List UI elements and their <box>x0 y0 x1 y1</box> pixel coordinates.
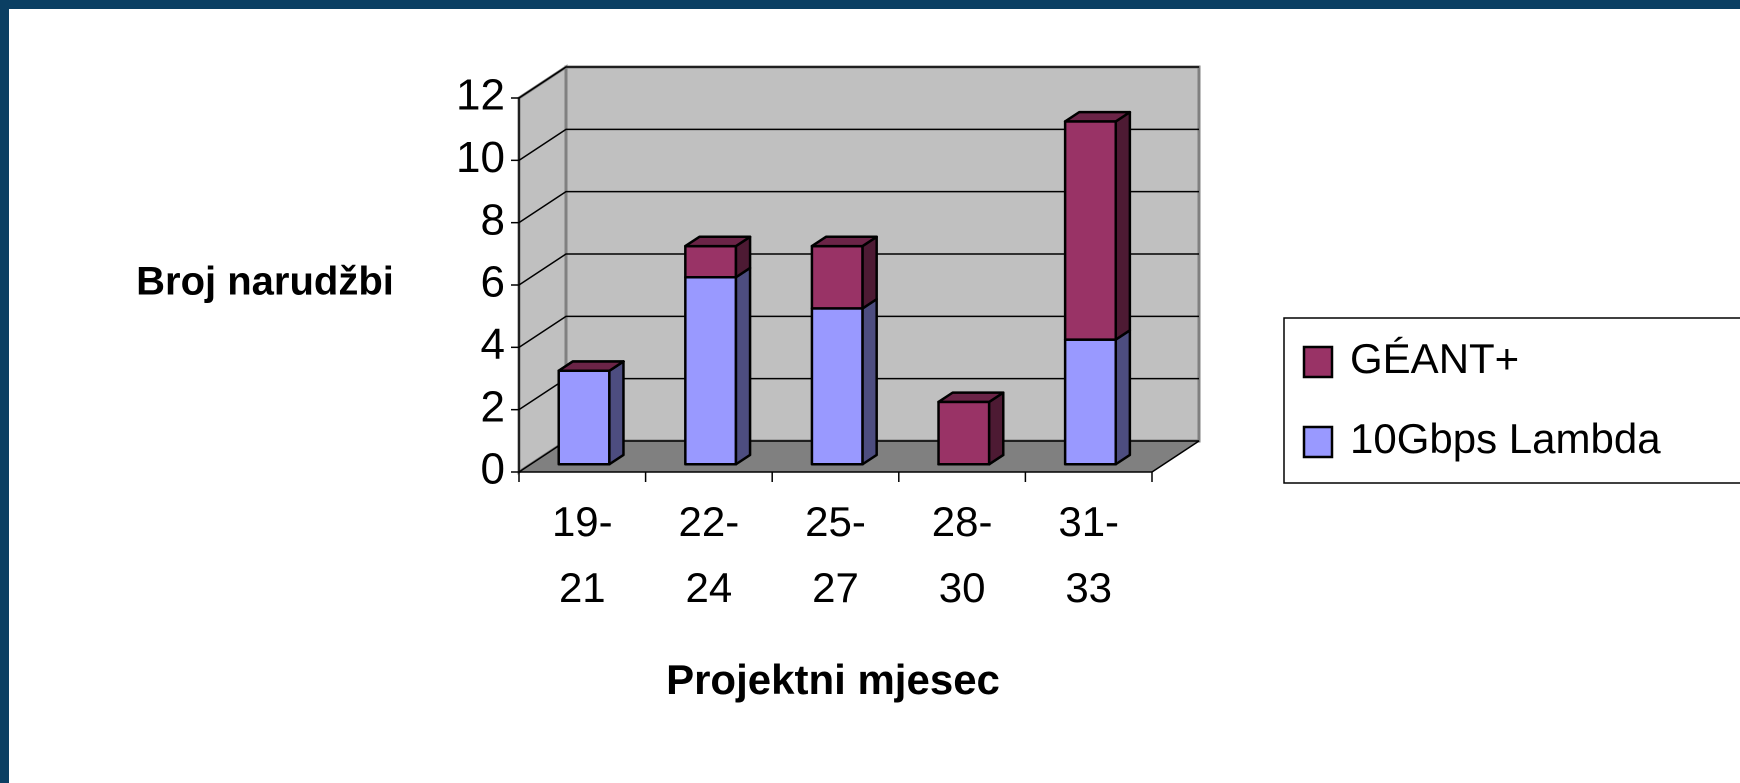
bar-segment <box>684 266 752 466</box>
bar-side <box>987 391 1005 466</box>
bar-segment <box>1063 329 1132 466</box>
legend-label: GÉANT+ <box>1350 335 1519 382</box>
bar-top <box>557 360 625 372</box>
bar-side <box>734 266 752 466</box>
y-tick-label: 4 <box>481 320 505 369</box>
grid-line <box>518 66 1199 99</box>
bar-segment <box>810 235 878 310</box>
grid-line <box>518 253 1199 286</box>
x-axis-title: Projektni mjesec <box>666 656 1000 703</box>
y-tick-label: 12 <box>456 71 505 120</box>
bar-segment <box>684 235 752 279</box>
bar-side <box>861 235 878 310</box>
bar-front <box>937 400 991 466</box>
legend-swatch <box>1302 425 1334 459</box>
x-tick-label: 19-21 <box>552 498 613 611</box>
x-tick-label: 28-30 <box>932 498 993 611</box>
grid-line <box>518 128 1199 161</box>
bar-front <box>684 276 738 466</box>
bar-front <box>1063 120 1118 341</box>
bar-top <box>810 235 878 248</box>
y-axis-title: Broj narudžbi <box>136 260 394 304</box>
bar-segment <box>937 391 1005 466</box>
bar-front <box>557 369 611 466</box>
y-tick-label: 8 <box>481 195 505 244</box>
x-tick-label: 31-33 <box>1058 498 1119 611</box>
bar-side <box>861 297 878 466</box>
bar-front <box>810 307 864 466</box>
y-tick-label: 0 <box>481 445 505 494</box>
bar-side <box>608 360 625 466</box>
bar-segment <box>1063 110 1132 341</box>
grid-line <box>518 190 1199 224</box>
legend-swatch <box>1302 345 1334 379</box>
legend-box <box>1283 317 1740 484</box>
x-axis-depth <box>1151 440 1200 473</box>
y-tick-label: 6 <box>481 258 505 307</box>
grid-line <box>518 315 1199 348</box>
bar-top <box>1063 110 1132 123</box>
bar-front <box>810 244 864 310</box>
x-tick-label: 22-24 <box>679 498 740 611</box>
bar-top <box>684 235 752 248</box>
y-tick-label: 2 <box>481 382 505 431</box>
bar-front <box>684 244 738 279</box>
x-tick-label: 25-27 <box>805 498 866 611</box>
bar-top <box>937 391 1005 404</box>
legend-label: 10Gbps Lambda <box>1350 415 1661 462</box>
bar-segment <box>810 297 878 466</box>
bar-front <box>1063 338 1118 466</box>
bar-side <box>1114 329 1132 466</box>
bar-side <box>1114 110 1132 341</box>
bar-segment <box>557 360 625 466</box>
y-tick-label: 10 <box>456 133 505 182</box>
bar-segment <box>557 360 625 372</box>
